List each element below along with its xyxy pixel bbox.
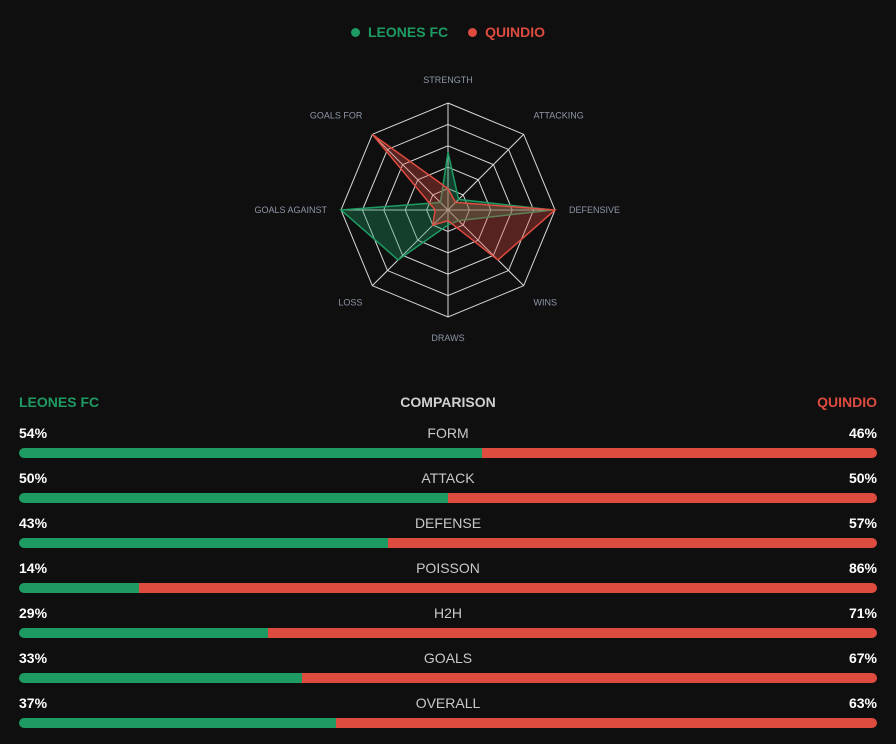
legend-dot-home — [350, 27, 360, 37]
home-percentage: 37% — [19, 695, 48, 711]
away-percentage: 57% — [848, 515, 877, 531]
comparison-bar — [19, 583, 877, 593]
radar-axis-label: GOALS AGAINST — [254, 205, 327, 215]
legend-item-away[interactable]: QUINDIO — [468, 24, 545, 40]
metric-label: FORM — [427, 425, 469, 441]
radar-axis-label: ATTACKING — [534, 110, 584, 120]
home-percentage: 33% — [19, 650, 48, 666]
comparison-header: LEONES FC COMPARISON QUINDIO — [19, 394, 877, 410]
radar-chart: STRENGTH ATTACKING DEFENSIVE WINS DRAWS LOSS G… — [254, 75, 620, 343]
bar-segment-away — [448, 493, 877, 503]
bar-segment-home — [19, 718, 337, 728]
radar-spoke — [371, 133, 449, 211]
legend-label-away: QUINDIO — [485, 24, 545, 40]
legend-item-home[interactable]: LEONES FC — [350, 24, 449, 40]
bar-segment-away — [139, 583, 877, 593]
comparison-bar — [19, 673, 877, 683]
bar-segment-home — [19, 583, 140, 593]
comparison-bar — [19, 718, 877, 728]
bar-segment-away — [482, 448, 877, 458]
away-percentage: 71% — [848, 605, 877, 621]
home-percentage: 14% — [19, 560, 48, 576]
away-percentage: 67% — [848, 650, 877, 666]
bar-segment-away — [336, 718, 877, 728]
bar-segment-away — [387, 538, 877, 548]
comparison-bar — [19, 493, 877, 503]
metric-label: DEFENSE — [414, 515, 482, 531]
comparison-row: 43% DEFENSE 57% — [19, 515, 877, 560]
radar-axis-label: DRAWS — [431, 333, 464, 343]
metric-label: ATTACK — [421, 470, 475, 486]
radar-axis-label: GOALS FOR — [310, 110, 363, 120]
comparison-away-team: QUINDIO — [817, 394, 877, 410]
radar-axis-label: LOSS — [338, 298, 362, 308]
away-percentage: 50% — [848, 470, 877, 486]
radar-axis-label: WINS — [534, 298, 558, 308]
home-percentage: 43% — [19, 515, 48, 531]
metric-label: OVERALL — [415, 695, 481, 711]
home-percentage: 54% — [19, 425, 48, 441]
comparison-row: 54% FORM 46% — [19, 425, 877, 470]
chart-legend: LEONES FC QUINDIO — [0, 24, 896, 40]
comparison-row: 50% ATTACK 50% — [19, 470, 877, 515]
away-percentage: 46% — [848, 425, 877, 441]
comparison-row: 37% OVERALL 63% — [19, 695, 877, 740]
radar-axis-label: STRENGTH — [423, 75, 473, 85]
metric-label: H2H — [433, 605, 462, 621]
comparison-row: 29% H2H 71% — [19, 605, 877, 650]
bar-segment-home — [19, 493, 448, 503]
bar-segment-home — [19, 538, 388, 548]
bar-segment-away — [302, 673, 877, 683]
comparison-row: 14% POISSON 86% — [19, 560, 877, 605]
legend-dot-away — [468, 27, 478, 37]
comparison-bar — [19, 448, 877, 458]
radar-spoke — [371, 209, 449, 287]
home-percentage: 50% — [19, 470, 48, 486]
comparison-row: 33% GOALS 67% — [19, 650, 877, 695]
away-percentage: 63% — [848, 695, 877, 711]
metric-label: POISSON — [416, 560, 480, 576]
home-percentage: 29% — [19, 605, 48, 621]
legend-label-home: LEONES FC — [367, 24, 449, 40]
comparison-rows: 54% FORM 46% 50% ATTACK 50% 43% DEFENSE 57% 14% PO… — [19, 425, 877, 740]
radar-spoke — [447, 209, 525, 287]
bar-segment-away — [267, 628, 877, 638]
radar-series-away — [371, 133, 557, 261]
bar-segment-home — [19, 673, 303, 683]
radar-spoke — [447, 133, 525, 211]
comparison-title: COMPARISON — [400, 394, 496, 410]
metric-label: GOALS — [423, 650, 473, 666]
comparison-bar — [19, 628, 877, 638]
comparison-home-team: LEONES FC — [19, 394, 100, 410]
radar-axis-label: DEFENSIVE — [569, 205, 620, 215]
bar-segment-home — [19, 448, 483, 458]
bar-segment-home — [19, 628, 268, 638]
away-percentage: 86% — [848, 560, 877, 576]
comparison-bar — [19, 538, 877, 548]
radar-series-home — [339, 152, 553, 261]
